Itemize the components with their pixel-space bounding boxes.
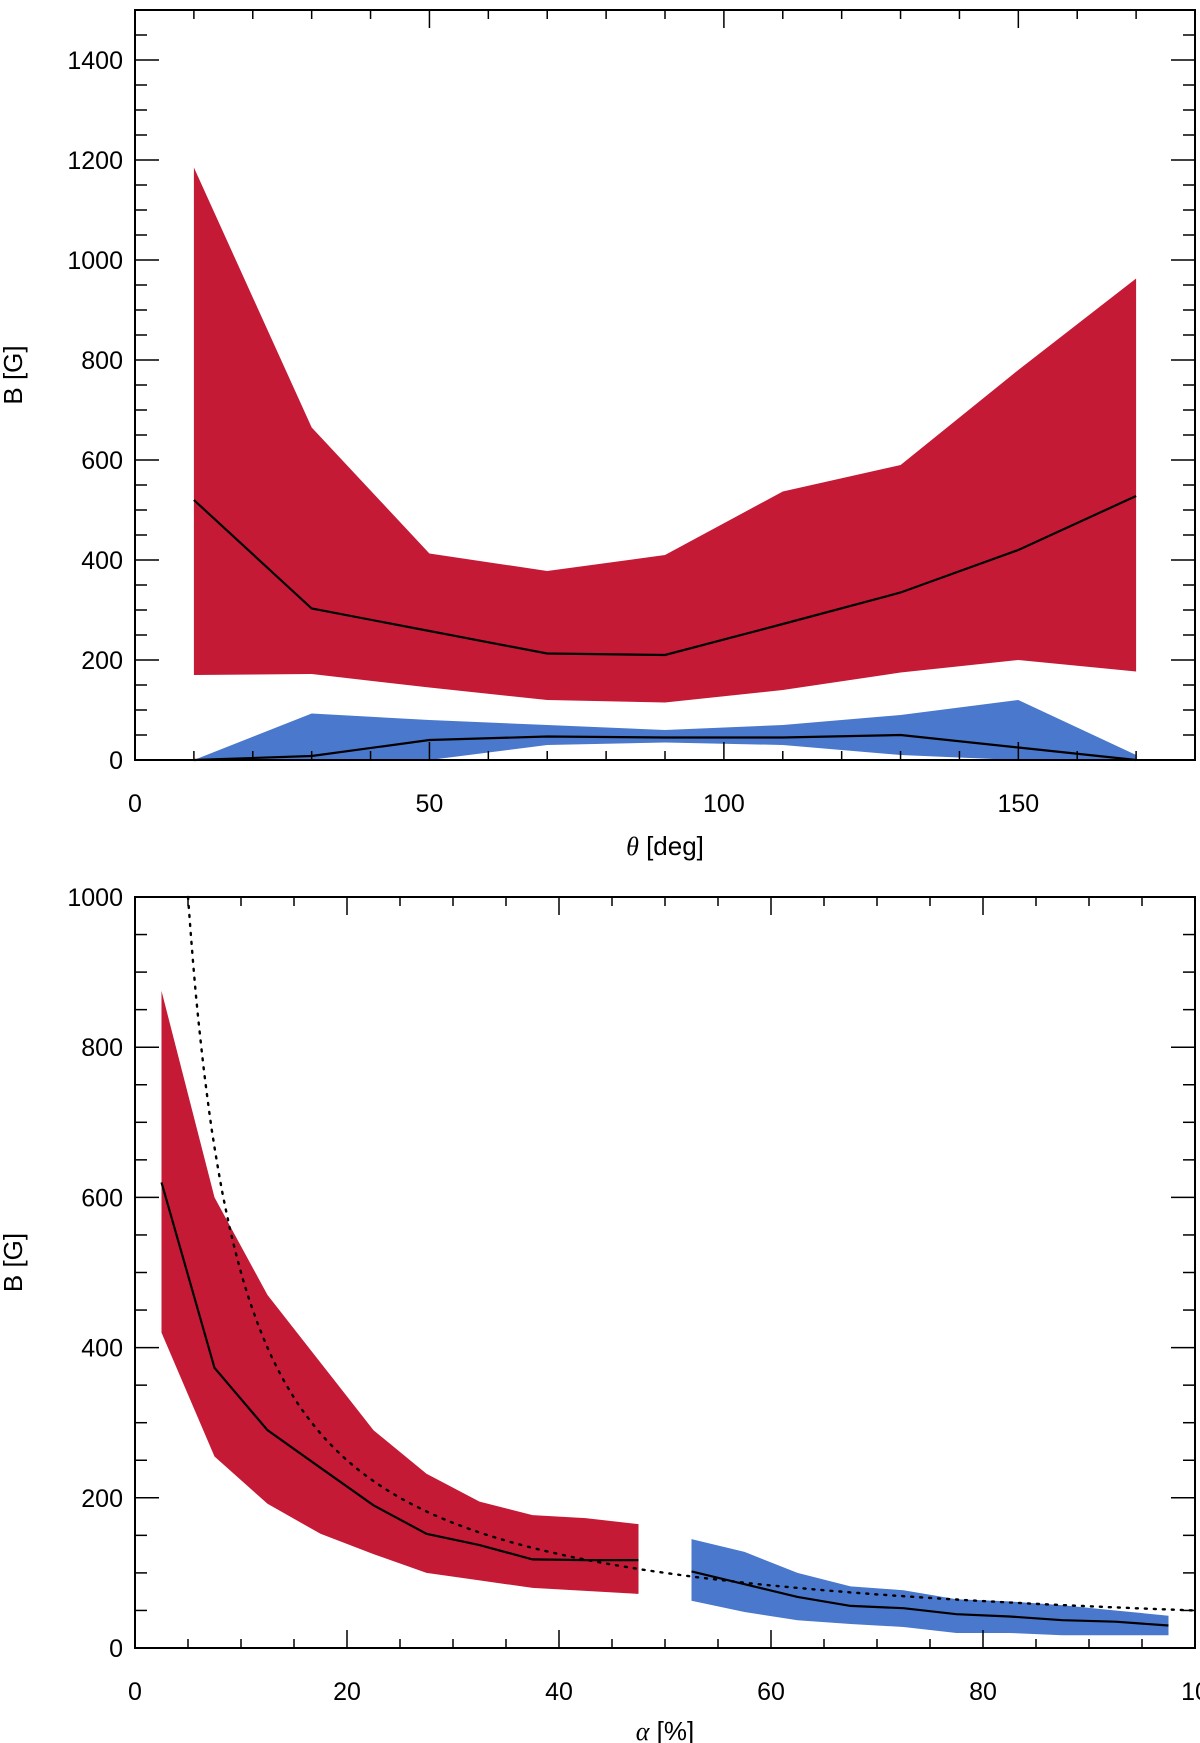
- theta-x-tick-labels: 0 50 100 150: [128, 790, 1039, 818]
- alpha-x-tick-labels: 0 20 40 60 80 10: [128, 1678, 1200, 1706]
- alpha-band-red: [161, 990, 639, 1594]
- alpha-reference-curve: [186, 895, 1197, 1612]
- theta-bands: [193, 167, 1137, 760]
- theta-x-tick-label: 100: [703, 790, 745, 818]
- theta-y-tick-labels: 0 200 400 600 800 1000 1200 1400: [67, 47, 123, 775]
- alpha-y-tick-label: 800: [81, 1034, 123, 1062]
- alpha-x-tick-label: 10: [1181, 1678, 1200, 1706]
- theta-medians: [193, 495, 1137, 762]
- alpha-median-line-blue: [691, 1570, 1169, 1627]
- theta-y-tick-label: 0: [109, 747, 123, 775]
- alpha-x-tick-label: 60: [757, 1678, 785, 1706]
- alpha-y-tick-label: 200: [81, 1485, 123, 1513]
- alpha-x-tick-label: 80: [969, 1678, 997, 1706]
- theta-x-tick-label: 50: [416, 790, 444, 818]
- alpha-medians: [160, 1182, 1169, 1627]
- theta-y-tick-label: 1200: [67, 147, 123, 175]
- theta-panel: 0 50 100 150 0 200 400 600 800 1000 1200 1400 θ [d…: [0, 9, 1196, 861]
- theta-y-tick-label: 200: [81, 647, 123, 675]
- theta-x-tick-label: 150: [997, 790, 1039, 818]
- alpha-y-tick-labels: 0 200 400 600 800 1000: [67, 884, 123, 1663]
- alpha-y-tick-label: 600: [81, 1184, 123, 1212]
- theta-band-red: [193, 167, 1137, 703]
- theta-ticks: [134, 9, 1196, 761]
- theta-median-line-blue: [193, 733, 1137, 762]
- theta-y-tick-label: 800: [81, 347, 123, 375]
- alpha-plot-frame: [134, 896, 1196, 1649]
- alpha-x-tick-label: 40: [545, 1678, 573, 1706]
- alpha-y-axis-label: B [G]: [0, 1233, 28, 1292]
- theta-x-axis-label: θ [deg]: [626, 831, 704, 861]
- theta-y-axis-label: B [G]: [0, 345, 28, 404]
- alpha-reference-curve-group: [186, 895, 1197, 1612]
- alpha-band-blue: [691, 1539, 1169, 1636]
- alpha-y-tick-label: 1000: [67, 884, 123, 912]
- theta-median-line-red: [193, 495, 1137, 657]
- alpha-x-tick-label: 0: [128, 1678, 142, 1706]
- alpha-y-tick-label: 0: [109, 1635, 123, 1663]
- alpha-ticks: [134, 896, 1196, 1649]
- theta-y-tick-label: 1400: [67, 47, 123, 75]
- theta-x-tick-label: 0: [128, 790, 142, 818]
- alpha-y-tick-label: 400: [81, 1335, 123, 1363]
- alpha-median-line-red: [160, 1182, 639, 1562]
- theta-y-tick-label: 600: [81, 447, 123, 475]
- theta-y-tick-label: 400: [81, 547, 123, 575]
- alpha-x-tick-label: 20: [333, 1678, 361, 1706]
- alpha-x-axis-label: α [%]: [636, 1716, 694, 1743]
- alpha-bands: [161, 990, 1169, 1636]
- theta-y-tick-label: 1000: [67, 247, 123, 275]
